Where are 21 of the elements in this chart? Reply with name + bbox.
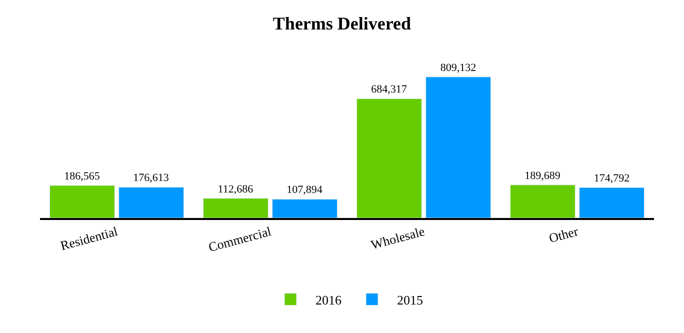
data-label: 112,686 bbox=[218, 183, 254, 196]
bar bbox=[50, 185, 115, 218]
data-label: 684,317 bbox=[371, 84, 408, 96]
x-tick-label: Other bbox=[547, 223, 580, 246]
bar bbox=[203, 198, 268, 218]
data-label: 186,565 bbox=[64, 170, 100, 182]
chart-title: Therms Delivered bbox=[272, 14, 412, 34]
bar bbox=[426, 76, 491, 218]
bar bbox=[272, 198, 338, 218]
data-label: 809,132 bbox=[440, 62, 476, 74]
x-tick-label: Wholesale bbox=[369, 223, 426, 252]
bar bbox=[118, 186, 184, 218]
data-label: 176,613 bbox=[133, 172, 170, 184]
data-label: 174,792 bbox=[594, 172, 630, 185]
bar bbox=[356, 98, 422, 218]
bar bbox=[579, 187, 644, 218]
data-label: 107,894 bbox=[286, 184, 323, 196]
legend-label: 2016 bbox=[316, 292, 342, 308]
bar bbox=[510, 184, 576, 218]
data-label: 189,689 bbox=[524, 170, 561, 182]
legend-label: 2015 bbox=[397, 292, 423, 308]
